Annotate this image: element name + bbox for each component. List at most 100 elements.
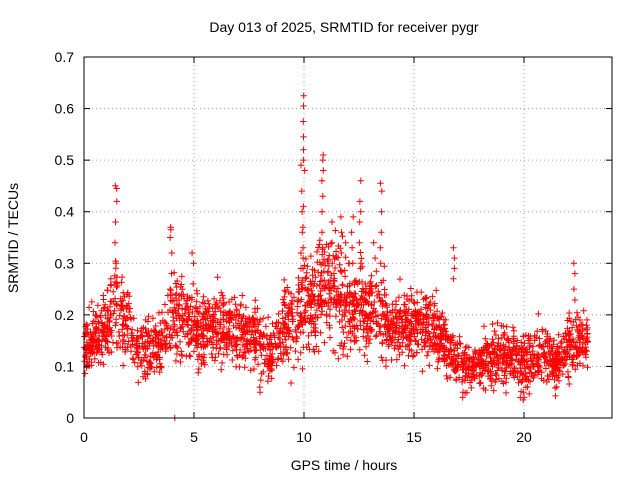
data-point <box>575 349 583 356</box>
data-point <box>477 379 484 386</box>
data-point <box>190 348 198 355</box>
data-point <box>210 319 217 326</box>
data-point <box>300 156 307 164</box>
data-point <box>396 351 403 359</box>
data-point <box>376 328 383 335</box>
data-point <box>168 291 176 298</box>
data-point <box>121 340 129 347</box>
data-point <box>315 348 322 355</box>
data-point <box>263 334 270 342</box>
data-point <box>421 343 428 350</box>
data-point <box>329 260 336 267</box>
data-point <box>423 352 431 359</box>
data-point <box>303 273 310 281</box>
data-point <box>413 288 421 296</box>
data-point <box>173 300 181 308</box>
data-point <box>331 255 338 263</box>
data-point <box>118 273 126 281</box>
data-point <box>311 328 319 336</box>
data-point <box>127 342 134 350</box>
data-point <box>312 313 319 321</box>
data-point <box>299 365 306 373</box>
data-point <box>332 227 339 234</box>
data-point <box>176 312 184 320</box>
data-point <box>336 307 343 315</box>
x-tick-label: 15 <box>406 429 422 445</box>
data-point <box>264 314 272 321</box>
data-point <box>520 389 527 396</box>
data-point <box>555 331 562 338</box>
data-point <box>300 133 307 141</box>
data-point <box>491 327 498 335</box>
data-point <box>167 344 175 351</box>
data-point <box>360 301 367 308</box>
data-point <box>350 213 357 221</box>
data-point <box>123 305 130 312</box>
data-point <box>138 362 145 369</box>
data-point <box>112 322 119 329</box>
data-point <box>149 315 157 322</box>
data-point <box>480 385 487 392</box>
data-point <box>183 304 190 312</box>
data-point <box>251 347 258 354</box>
data-point <box>533 334 540 341</box>
data-point <box>343 334 351 341</box>
data-point <box>382 356 390 364</box>
data-point <box>241 343 249 350</box>
data-point <box>268 340 275 347</box>
data-point <box>125 338 132 345</box>
data-point <box>200 333 208 340</box>
data-point <box>463 343 470 350</box>
data-point <box>459 358 466 365</box>
data-point <box>242 318 249 325</box>
data-point <box>362 280 369 288</box>
data-point <box>520 394 528 401</box>
data-point <box>307 281 314 288</box>
data-point <box>119 321 126 328</box>
data-point <box>426 333 434 341</box>
data-point <box>324 268 332 275</box>
data-point <box>318 229 326 236</box>
data-point <box>401 292 408 299</box>
data-point <box>471 375 478 382</box>
data-point <box>360 288 367 295</box>
data-point <box>247 347 255 354</box>
data-point <box>344 353 351 360</box>
data-point <box>251 327 259 334</box>
data-point <box>262 323 270 330</box>
data-point <box>430 314 437 321</box>
data-point <box>552 348 559 356</box>
data-point <box>175 305 182 313</box>
data-point <box>490 387 497 394</box>
data-point <box>537 363 544 371</box>
x-tick-label: 5 <box>190 429 198 445</box>
data-point <box>124 289 131 296</box>
data-point <box>541 359 548 366</box>
data-point <box>501 368 509 375</box>
data-point <box>526 390 533 398</box>
data-point <box>324 257 332 265</box>
data-point <box>298 187 305 195</box>
data-point <box>288 300 295 307</box>
data-point <box>548 368 556 375</box>
data-point <box>583 316 591 324</box>
data-point <box>396 325 403 332</box>
data-point <box>341 306 348 314</box>
data-point <box>214 303 221 310</box>
data-point <box>297 349 304 356</box>
data-point <box>424 348 432 356</box>
data-point <box>188 296 196 303</box>
data-point <box>106 303 114 310</box>
data-point <box>194 356 202 363</box>
data-point <box>571 270 579 277</box>
data-point <box>155 336 162 343</box>
data-point <box>345 307 353 315</box>
data-point <box>98 349 105 356</box>
data-point <box>574 326 581 333</box>
data-point <box>347 346 354 353</box>
data-point <box>207 323 214 330</box>
data-point <box>357 307 364 314</box>
data-point <box>422 332 429 339</box>
data-point <box>281 293 288 301</box>
data-point <box>104 344 112 352</box>
